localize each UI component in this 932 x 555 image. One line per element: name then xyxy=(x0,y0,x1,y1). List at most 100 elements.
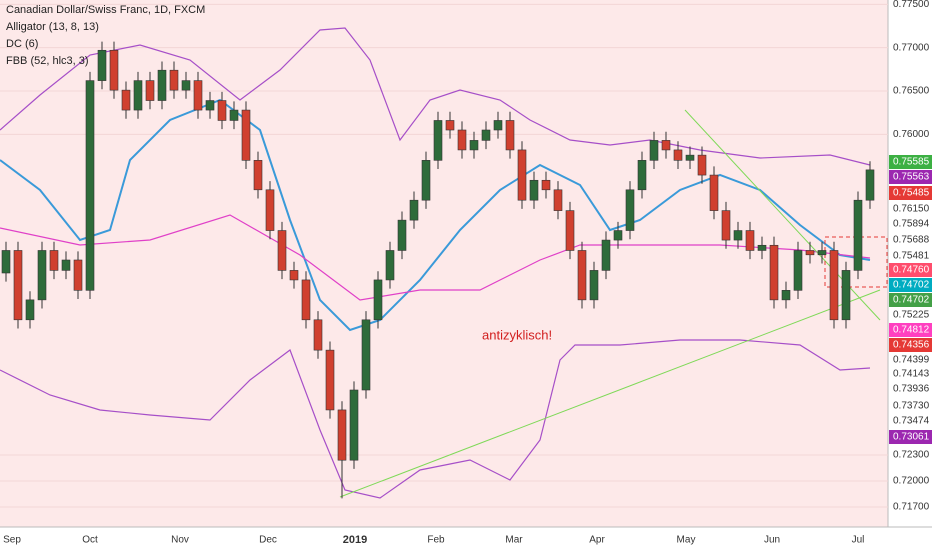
candle-body xyxy=(805,250,815,256)
candle-body xyxy=(277,230,287,271)
x-tick-label: Nov xyxy=(171,535,189,546)
candle-body xyxy=(625,189,635,231)
x-tick-label: Sep xyxy=(3,535,21,546)
y-tick-label: 0.76500 xyxy=(893,86,930,97)
candle-body xyxy=(1,250,11,274)
candle-body xyxy=(229,109,239,121)
price-badge xyxy=(889,186,932,200)
candle-body xyxy=(253,160,263,191)
candle-body xyxy=(505,120,515,151)
chart-title: Canadian Dollar/Swiss Franc, 1D, FXCM xyxy=(6,4,205,16)
candle-body xyxy=(661,140,671,151)
candle-body xyxy=(589,270,599,301)
candle-body xyxy=(649,140,659,161)
candle-body xyxy=(553,189,563,211)
moving-average xyxy=(0,98,871,332)
price-badge xyxy=(889,155,932,169)
x-tick-label: 2019 xyxy=(343,534,367,546)
candle-body xyxy=(445,120,455,131)
candle-body xyxy=(685,154,695,161)
indicator-label: Alligator (13, 8, 13) xyxy=(6,21,99,33)
candle-body xyxy=(433,120,443,161)
candle-body xyxy=(241,109,251,161)
candle-body xyxy=(13,250,23,321)
price-badge-label: 0.75225 xyxy=(893,310,930,321)
candle-body xyxy=(829,250,839,321)
lower-band xyxy=(0,339,871,499)
candle-body xyxy=(781,290,791,301)
x-tick-label: Apr xyxy=(589,535,605,546)
price-badge xyxy=(889,430,932,444)
price-badge-label: 0.74812 xyxy=(893,325,930,336)
y-tick-label: 0.76000 xyxy=(893,129,930,140)
price-badge-label: 0.73061 xyxy=(893,432,930,443)
candle-body xyxy=(325,349,335,411)
price-badge-label: 0.73474 xyxy=(893,416,930,427)
candle-body xyxy=(85,80,95,291)
price-badge-label: 0.75688 xyxy=(893,235,930,246)
candle-body xyxy=(73,259,83,291)
price-badge-label: 0.74760 xyxy=(893,265,930,276)
candle-body xyxy=(757,244,767,251)
y-tick-label: 0.77000 xyxy=(893,42,930,53)
price-badge xyxy=(889,338,932,352)
candle-body xyxy=(457,129,467,151)
candle-body xyxy=(601,239,611,271)
price-badge xyxy=(889,263,932,277)
price-badge xyxy=(889,293,932,307)
price-badge-label: 0.76150 xyxy=(893,204,930,215)
candle-body xyxy=(577,250,587,301)
candle-body xyxy=(529,179,539,201)
candle-body xyxy=(217,100,227,121)
price-badge-label: 0.73936 xyxy=(893,384,930,395)
price-badge xyxy=(889,278,932,292)
candle-body xyxy=(565,210,575,251)
candle-body xyxy=(205,100,215,111)
indicator-label: FBB (52, hlc3, 3) xyxy=(6,55,89,67)
candle-body xyxy=(817,250,827,256)
candle-body xyxy=(289,270,299,281)
candle-body xyxy=(613,230,623,241)
x-tick-label: Jul xyxy=(852,535,865,546)
candle-body xyxy=(121,89,131,111)
candle-body xyxy=(745,230,755,251)
y-tick-label: 0.72000 xyxy=(893,476,930,487)
candle-body xyxy=(181,80,191,91)
candle-body xyxy=(865,169,875,201)
plot-background xyxy=(0,0,888,527)
candle-body xyxy=(517,149,527,201)
candle-body xyxy=(709,174,719,211)
x-tick-label: Oct xyxy=(82,535,98,546)
price-badge-label: 0.75894 xyxy=(893,219,930,230)
candle-body xyxy=(361,319,371,391)
candle-body xyxy=(373,279,383,321)
y-tick-label: 0.77500 xyxy=(893,0,930,10)
price-badge-label: 0.74143 xyxy=(893,369,930,380)
candle-body xyxy=(637,160,647,191)
x-tick-label: Mar xyxy=(505,535,523,546)
price-badge-label: 0.75481 xyxy=(893,251,930,262)
candle-body xyxy=(721,210,731,241)
candle-body xyxy=(37,250,47,301)
candle-body xyxy=(421,160,431,201)
price-badge-label: 0.74399 xyxy=(893,355,930,366)
y-tick-label: 0.71700 xyxy=(893,502,930,513)
candle-body xyxy=(481,129,491,141)
trend-line xyxy=(339,289,881,498)
candle-body xyxy=(313,319,323,351)
indicator-label: DC (6) xyxy=(6,38,38,50)
candle-body xyxy=(169,69,179,91)
price-badge-label: 0.73730 xyxy=(893,401,930,412)
candle-body xyxy=(769,244,779,301)
slow-average xyxy=(0,214,871,301)
candle-body xyxy=(697,154,707,176)
candle-body xyxy=(109,49,119,91)
candle-body xyxy=(337,409,347,461)
candle-body xyxy=(853,199,863,271)
candle-body xyxy=(493,120,503,131)
candle-body xyxy=(349,389,359,461)
candle-body xyxy=(301,279,311,321)
x-tick-label: Dec xyxy=(259,535,277,546)
price-badge-label: 0.75585 xyxy=(893,157,930,168)
